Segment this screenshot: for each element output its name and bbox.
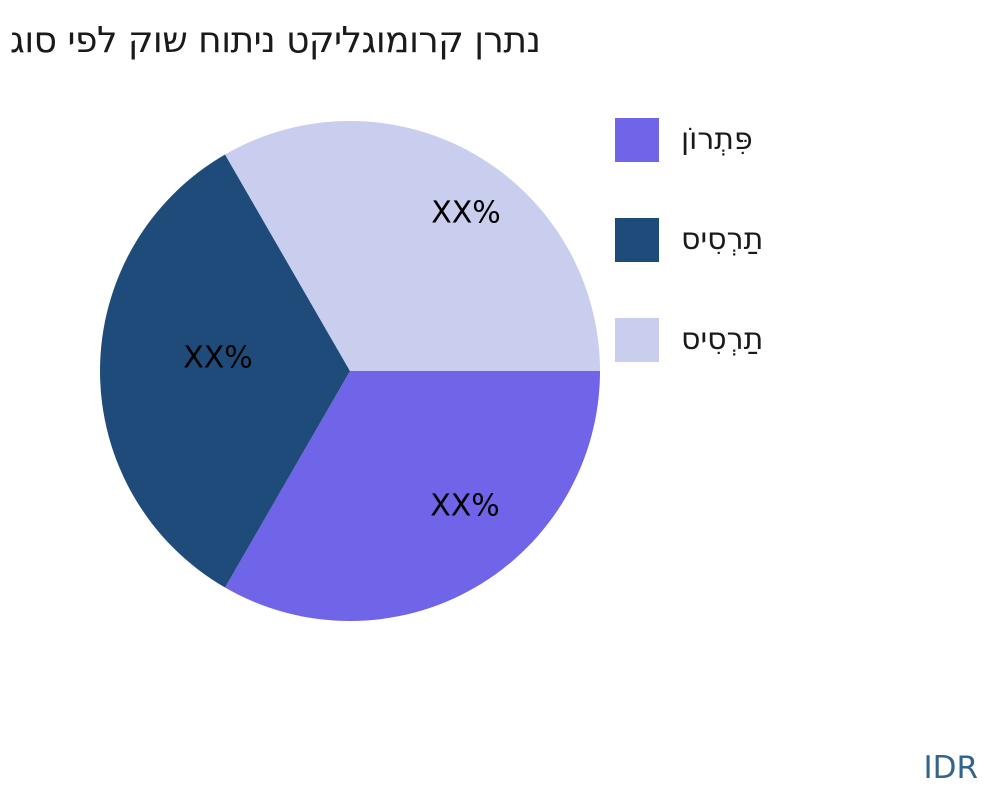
legend-label: תַרְסִיס xyxy=(681,322,764,357)
chart-title: נתרן קרומוגליקט ניתוח שוק לפי סוג xyxy=(10,20,541,61)
currency-label: IDR xyxy=(923,750,978,786)
legend-swatch-icon xyxy=(615,318,659,362)
pie-chart xyxy=(100,121,600,621)
legend-row: תַרְסִיס xyxy=(615,318,763,362)
pie-slice-label-purple: XX% xyxy=(430,488,500,524)
pie-slice xyxy=(100,154,350,588)
pie-slice xyxy=(225,371,600,621)
legend-label: פִּתְרוֹן xyxy=(681,122,753,157)
pie-chart-area xyxy=(100,121,600,621)
pie-slice-label-dark-blue: XX% xyxy=(183,340,253,376)
legend-row: תַרְסִיס xyxy=(615,218,763,262)
legend-label: תַרְסִיס xyxy=(681,222,764,257)
legend: פִּתְרוֹן תַרְסִיס תַרְסִיס xyxy=(615,118,763,362)
legend-swatch-icon xyxy=(615,218,659,262)
legend-row: פִּתְרוֹן xyxy=(615,118,763,162)
pie-slice-label-lavender: XX% xyxy=(431,195,501,231)
pie-slice xyxy=(225,121,600,371)
legend-swatch-icon xyxy=(615,118,659,162)
